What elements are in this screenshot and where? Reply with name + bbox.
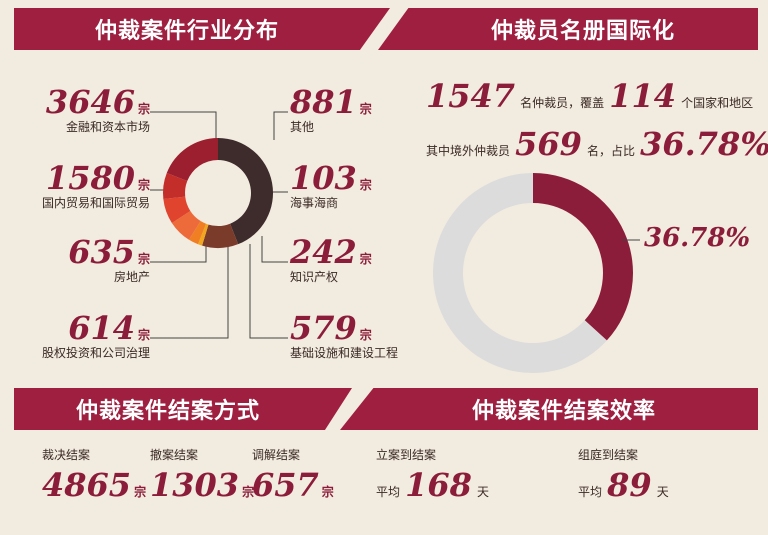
industry-value: 881 bbox=[290, 83, 357, 121]
industry-slice-4 bbox=[171, 210, 201, 240]
industry-item-trade: 1580 宗 国内贸易和国际贸易 bbox=[10, 162, 150, 211]
roster-slice-other bbox=[432, 173, 607, 373]
industry-unit: 宗 bbox=[137, 252, 150, 266]
industry-unit: 宗 bbox=[137, 102, 150, 116]
efficiency-unit: 天 bbox=[656, 485, 669, 499]
industry-unit: 宗 bbox=[359, 328, 372, 342]
leader-ip bbox=[261, 236, 288, 263]
industry-banner: 仲裁案件行业分布 bbox=[14, 8, 390, 50]
efficiency-prefix: 平均 bbox=[376, 485, 401, 499]
closing-title: 仲裁案件结案方式 bbox=[75, 399, 260, 424]
industry-slice-1 bbox=[202, 223, 239, 248]
roster-donut bbox=[432, 173, 633, 373]
industry-label: 知识产权 bbox=[290, 270, 339, 284]
industry-unit: 宗 bbox=[359, 252, 372, 266]
industry-label: 国内贸易和国际贸易 bbox=[41, 196, 150, 210]
industry-slice-7 bbox=[166, 138, 218, 182]
closing-label: 撤案结案 bbox=[150, 448, 199, 462]
industry-slice-3 bbox=[189, 221, 207, 245]
roster-total-label: 名仲裁员，覆盖 bbox=[520, 96, 605, 110]
industry-value: 3646 bbox=[45, 83, 135, 121]
efficiency-banner: 仲裁案件结案效率 bbox=[340, 388, 758, 430]
industry-item-realestate: 635 宗 房地产 bbox=[22, 236, 150, 285]
roster-foreign: 569 bbox=[515, 125, 582, 163]
roster-line-2: 其中境外仲裁员 569 名，占比 36.78% bbox=[426, 125, 768, 163]
closing-value: 1303 bbox=[150, 466, 240, 504]
industry-title: 仲裁案件行业分布 bbox=[94, 19, 279, 44]
closing-item-mediation: 调解结案 657 宗 bbox=[252, 446, 334, 501]
industry-item-maritime: 103 宗 海事海商 bbox=[290, 162, 400, 211]
industry-slice-2 bbox=[198, 223, 209, 246]
roster-countries: 114 bbox=[609, 77, 677, 115]
roster-pie-percent: 36.78% bbox=[644, 223, 751, 253]
roster-countries-label: 个国家和地区 bbox=[681, 96, 754, 110]
industry-value: 635 bbox=[68, 233, 135, 271]
industry-label: 基础设施和建设工程 bbox=[290, 346, 399, 360]
roster-prefix: 其中境外仲裁员 bbox=[426, 144, 511, 158]
industry-value: 579 bbox=[290, 309, 357, 347]
efficiency-item-filing: 立案到结案 平均 168 天 bbox=[376, 446, 489, 501]
leader-infra bbox=[249, 244, 288, 339]
industry-label: 海事海商 bbox=[290, 196, 339, 210]
leader-lines bbox=[150, 111, 288, 339]
efficiency-label: 立案到结案 bbox=[376, 448, 437, 462]
leader-finance bbox=[150, 111, 217, 140]
industry-slice-5 bbox=[163, 196, 191, 223]
industry-item-equity: 614 宗 股权投资和公司治理 bbox=[10, 312, 150, 361]
industry-label: 股权投资和公司治理 bbox=[41, 346, 150, 360]
closing-unit: 宗 bbox=[321, 485, 334, 499]
industry-label: 其他 bbox=[290, 120, 315, 134]
efficiency-value: 168 bbox=[405, 466, 472, 504]
industry-slice-0 bbox=[218, 138, 273, 245]
efficiency-unit: 天 bbox=[477, 485, 490, 499]
efficiency-value: 89 bbox=[607, 466, 652, 504]
closing-unit: 宗 bbox=[134, 485, 147, 499]
closing-value: 657 bbox=[252, 466, 319, 504]
roster-pie-label: 36.78% bbox=[644, 222, 750, 254]
closing-item-withdraw: 撤案结案 1303 宗 bbox=[150, 446, 254, 501]
closing-unit: 宗 bbox=[242, 485, 255, 499]
industry-value: 103 bbox=[290, 159, 357, 197]
roster-line-1: 1547 名仲裁员，覆盖 114 个国家和地区 bbox=[426, 80, 758, 112]
efficiency-prefix: 平均 bbox=[578, 485, 603, 499]
leader-realestate bbox=[150, 240, 207, 263]
closing-banner: 仲裁案件结案方式 bbox=[14, 388, 352, 430]
efficiency-item-tribunal: 组庭到结案 平均 89 天 bbox=[578, 446, 669, 501]
industry-unit: 宗 bbox=[359, 102, 372, 116]
industry-unit: 宗 bbox=[137, 328, 150, 342]
efficiency-title: 仲裁案件结案效率 bbox=[471, 399, 656, 424]
leader-other bbox=[273, 111, 288, 140]
industry-label: 房地产 bbox=[113, 270, 150, 284]
industry-unit: 宗 bbox=[137, 178, 150, 192]
industry-item-infra: 579 宗 基础设施和建设工程 bbox=[290, 312, 420, 361]
industry-value: 242 bbox=[290, 233, 357, 271]
roster-banner: 仲裁员名册国际化 bbox=[378, 8, 758, 50]
industry-item-finance: 3646 宗 金融和资本市场 bbox=[22, 86, 150, 135]
industry-unit: 宗 bbox=[359, 178, 372, 192]
roster-title: 仲裁员名册国际化 bbox=[490, 19, 675, 44]
industry-donut bbox=[162, 138, 273, 248]
industry-item-ip: 242 宗 知识产权 bbox=[290, 236, 400, 285]
closing-item-award: 裁决结案 4865 宗 bbox=[42, 446, 146, 501]
industry-item-other: 881 宗 其他 bbox=[290, 86, 400, 135]
roster-slice-foreign bbox=[533, 173, 633, 341]
efficiency-label: 组庭到结案 bbox=[578, 448, 639, 462]
roster-percent: 36.78% bbox=[640, 125, 768, 163]
industry-value: 1580 bbox=[45, 159, 135, 197]
leader-equity bbox=[150, 246, 229, 339]
roster-total: 1547 bbox=[426, 77, 516, 115]
industry-value: 614 bbox=[68, 309, 135, 347]
industry-slice-6 bbox=[162, 173, 188, 200]
closing-label: 调解结案 bbox=[252, 448, 301, 462]
closing-value: 4865 bbox=[42, 466, 132, 504]
roster-foreign-label: 名，占比 bbox=[587, 144, 636, 158]
closing-label: 裁决结案 bbox=[42, 448, 91, 462]
industry-label: 金融和资本市场 bbox=[65, 120, 150, 134]
